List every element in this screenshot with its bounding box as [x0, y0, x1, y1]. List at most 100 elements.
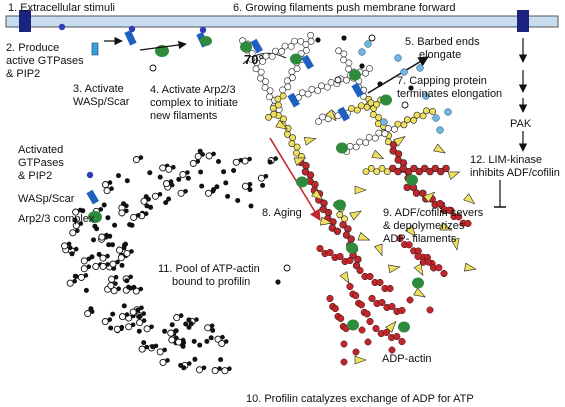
profilin [157, 192, 163, 197]
arrow-elongation [367, 56, 429, 94]
profilin [107, 180, 113, 185]
actin-subunit [304, 90, 312, 98]
profilin [220, 334, 225, 340]
actin-subunit [284, 83, 292, 91]
actin-subunit [345, 59, 353, 67]
wasp-on-filament [351, 82, 364, 98]
label-step3: 3. Activate [73, 83, 124, 95]
adp-actin-subunit [378, 298, 386, 307]
label-step5: elongate [419, 49, 461, 61]
profilin [72, 217, 78, 223]
actin-subunit [291, 37, 298, 45]
profilin [73, 246, 79, 252]
profilin [247, 187, 253, 193]
actin-subunit [399, 164, 407, 173]
atp-actin-monomer [205, 152, 213, 160]
profilin [168, 179, 174, 184]
profilin [210, 327, 216, 333]
label-step2: 2. Produce [6, 42, 59, 54]
atp-actin-monomer [151, 192, 160, 200]
actin-subunit [340, 50, 348, 58]
legend-gtpases-label: & PIP2 [18, 170, 52, 182]
adp-actin-subunit [316, 244, 324, 253]
adf-cofilin [423, 191, 436, 203]
profilin [106, 242, 112, 248]
adp-actin-monomer [352, 348, 360, 356]
actin-subunit [378, 164, 386, 172]
actin-subunit [429, 108, 437, 115]
profilin [88, 306, 94, 312]
actin-subunit [383, 168, 391, 175]
actin-subunit [366, 65, 373, 72]
legend-wasp-icon [86, 189, 99, 205]
profilin [187, 361, 192, 366]
actin-subunit [375, 114, 382, 121]
wasp-on-filament [287, 92, 300, 108]
profilin [186, 324, 192, 330]
actin-subunit [356, 138, 364, 146]
actin-subunit [307, 31, 314, 39]
profilin [178, 362, 184, 368]
actin-subunit [347, 235, 355, 243]
adf-cofilin [413, 263, 424, 276]
arrow-step3-to-4 [139, 40, 187, 51]
actin-subunit [268, 53, 276, 60]
adp-actin-subunit [435, 264, 443, 272]
actin-subunit [280, 115, 287, 123]
actin-subunit [345, 65, 352, 73]
actin-subunit [279, 86, 286, 94]
profilin [223, 339, 229, 344]
profilin [180, 342, 185, 348]
profilin [75, 228, 80, 234]
adf-cofilin [393, 136, 406, 147]
profilin [96, 251, 102, 257]
profilin [141, 318, 147, 323]
adp-actin-monomer [406, 296, 414, 304]
profilin [183, 189, 188, 194]
adf-cofilin [354, 185, 367, 195]
atp-actin-monomer [156, 348, 164, 356]
profilin [127, 222, 133, 228]
cell-membrane [5, 15, 559, 28]
adp-actin-subunit [326, 294, 334, 303]
profilin [165, 358, 170, 363]
adp-actin-subunit [464, 219, 472, 228]
label-step1: 1. Extracellular stimuli [8, 2, 115, 14]
actin-subunit [410, 116, 417, 124]
adp-actin-subunit [386, 284, 394, 293]
adp-actin-subunit [346, 256, 354, 265]
profilin [147, 170, 153, 176]
adp-actin-subunit [363, 310, 371, 318]
adf-cofilin [464, 262, 477, 272]
profilin [89, 254, 95, 260]
actin-subunit [318, 82, 325, 90]
actin-subunit [266, 93, 273, 101]
adp-actin-subunit [372, 324, 380, 333]
adf-cofilin [385, 320, 397, 333]
actin-subunit [343, 76, 350, 84]
actin-subunit [342, 231, 351, 239]
actin-subunit [261, 84, 269, 91]
actin-subunit [287, 43, 295, 50]
arp-on-filament [406, 174, 418, 186]
label-step7: terminates elongation [397, 88, 502, 100]
atp-actin-monomer [241, 182, 250, 190]
arrow-aging [269, 137, 321, 221]
profilin [115, 259, 120, 265]
adf-cofilin [293, 157, 307, 166]
profilin [192, 356, 198, 362]
profilin [124, 278, 130, 284]
arp-free [412, 277, 424, 289]
arp-on-filament [336, 142, 348, 154]
atp-actin-monomer [101, 318, 109, 326]
adp-actin-subunit [357, 301, 365, 309]
profilin [157, 174, 163, 180]
label-step9: ADP- filaments [383, 233, 457, 245]
actin-subunit [266, 87, 274, 95]
actin-subunit [371, 134, 379, 142]
profilin [66, 241, 72, 247]
profilin [91, 237, 96, 243]
actin-subunit [302, 47, 310, 54]
actin-subunit [262, 78, 269, 85]
